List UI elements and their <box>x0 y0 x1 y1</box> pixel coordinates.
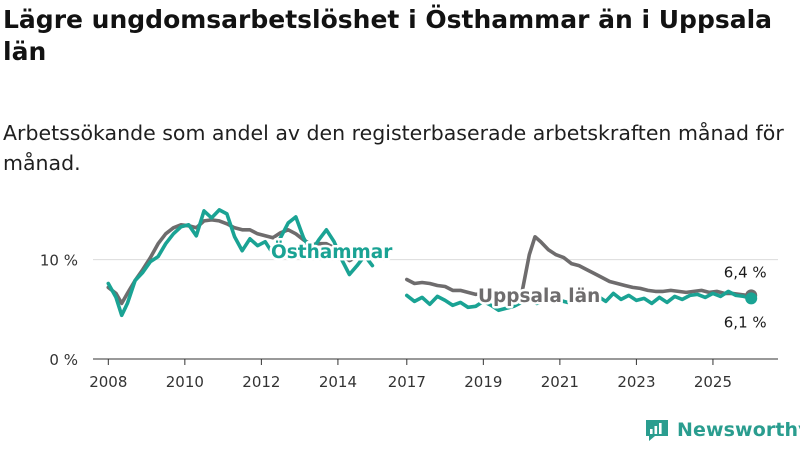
x-tick-label: 2012 <box>242 373 280 391</box>
x-tick-label: 2017 <box>388 373 426 391</box>
end-value-label-osthammar: 6,1 % <box>724 313 767 331</box>
y-tick-label: 10 % <box>40 252 78 270</box>
x-tick-label: 2014 <box>319 373 357 391</box>
y-tick-label: 0 % <box>49 351 78 369</box>
series-lines <box>106 208 753 318</box>
series-label-uppsala: Uppsala län <box>478 286 600 307</box>
x-tick-label: 2025 <box>694 373 732 391</box>
x-tick-label: 2023 <box>617 373 655 391</box>
series-line-uppsala-b <box>405 235 753 299</box>
series-line-osthammar-b <box>405 289 753 313</box>
newsworthy-logo[interactable]: Newsworthy <box>644 418 800 442</box>
chart-title: Lägre ungdomsarbetslöshet i Östhammar än… <box>3 5 773 66</box>
chart-subtitle: Arbetssökande som andel av den registerb… <box>3 121 784 175</box>
series-label-uppsala-halo: Uppsala län <box>478 286 600 307</box>
x-tick-label: 2021 <box>541 373 579 391</box>
end-value-label-uppsala: 6,4 % <box>724 263 767 281</box>
x-tick-label: 2010 <box>166 373 204 391</box>
newsworthy-logo-text: Newsworthy <box>677 419 800 441</box>
series-line-osthammar-a <box>106 208 375 318</box>
y-axis-ticks: 0 % 10 % <box>40 252 78 369</box>
x-tick-label: 2008 <box>89 373 127 391</box>
endpoint-marker-osthammar <box>745 292 758 305</box>
series-label-osthammar: Östhammar <box>271 241 393 263</box>
series-label-osthammar-halo: Östhammar <box>271 241 393 263</box>
newsworthy-logo-icon <box>646 420 668 441</box>
series-line-uppsala-a <box>106 218 375 306</box>
x-tick-label: 2019 <box>464 373 502 391</box>
x-axis-ticks: 2008 2010 2012 2014 2017 2019 2021 2023 2025 <box>89 359 732 391</box>
